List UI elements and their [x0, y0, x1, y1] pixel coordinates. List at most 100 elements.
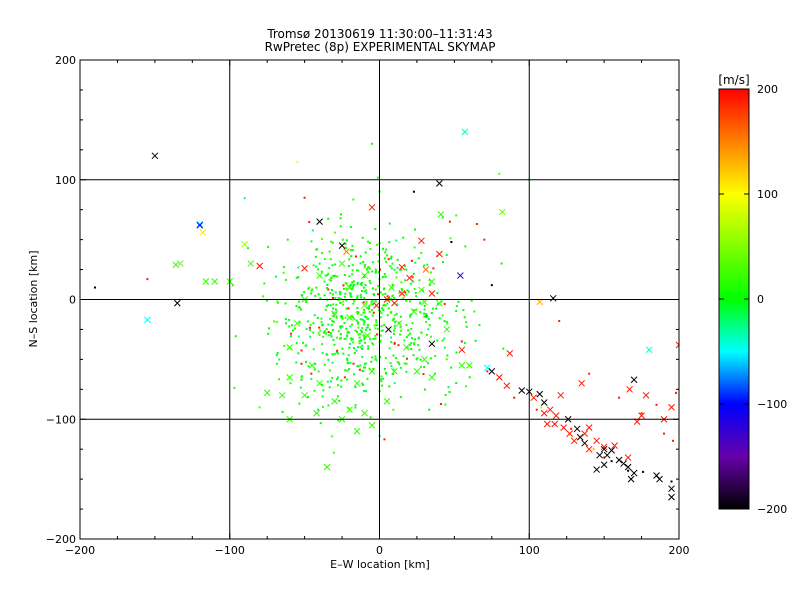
- data-point-x-stroke: [286, 373, 294, 381]
- data-point-x: [422, 266, 430, 273]
- data-point-dot: [455, 305, 458, 308]
- data-point-dot: [465, 325, 468, 328]
- data-point-dot: [310, 240, 313, 243]
- data-point-x: [346, 284, 353, 291]
- data-point-dot: [363, 308, 366, 311]
- data-point-dot: [325, 328, 328, 331]
- data-point-x-stroke: [286, 344, 294, 351]
- data-point-dot: [463, 316, 466, 319]
- data-point-dot: [433, 372, 436, 375]
- data-point-x: [151, 152, 159, 160]
- data-point-dot: [335, 351, 338, 354]
- data-point-dot: [431, 307, 434, 310]
- data-point-dot: [430, 312, 433, 315]
- data-point-dot: [349, 325, 352, 328]
- data-point-dot: [321, 383, 324, 386]
- data-point-dot: [371, 309, 374, 312]
- data-point-dot: [356, 306, 359, 309]
- data-point-x-stroke: [293, 320, 301, 327]
- data-point-dot: [387, 258, 390, 261]
- data-point-dot: [627, 469, 630, 472]
- data-point-dot: [384, 357, 387, 360]
- data-point-dot: [362, 319, 365, 322]
- data-point-x-stroke: [653, 472, 660, 479]
- data-point-dot: [540, 406, 543, 409]
- data-point-dot: [337, 296, 340, 299]
- data-point-dot: [318, 333, 321, 336]
- data-point-dot: [328, 334, 331, 337]
- data-point-dot: [350, 255, 353, 258]
- data-point-dot: [391, 295, 394, 298]
- data-point-x-stroke: [498, 208, 506, 216]
- data-point-dot: [339, 225, 342, 228]
- data-point-x: [668, 403, 675, 411]
- data-point-dot: [444, 394, 447, 397]
- data-point-x-stroke: [437, 211, 445, 218]
- data-point-dot: [374, 288, 377, 291]
- data-point-dot: [278, 358, 281, 361]
- data-point-dot: [340, 316, 343, 319]
- data-point-dot: [383, 273, 386, 276]
- data-point-dot: [445, 358, 448, 361]
- data-point-x-stroke: [331, 310, 338, 318]
- data-point-dot: [381, 307, 384, 310]
- data-point-dot: [344, 242, 347, 245]
- data-point-dot: [380, 378, 383, 381]
- data-point-dot: [355, 311, 358, 314]
- data-point-x-stroke: [600, 461, 608, 469]
- data-point-dot: [315, 248, 318, 251]
- data-point-x: [368, 203, 376, 211]
- data-point-x-stroke: [675, 344, 679, 349]
- data-point-dot: [295, 361, 298, 364]
- data-point-dot: [392, 408, 395, 411]
- data-point-dot: [350, 295, 353, 298]
- data-point-x-stroke: [391, 299, 398, 307]
- data-point-dot: [365, 267, 368, 270]
- data-point-x-stroke: [316, 272, 323, 279]
- data-point-dot: [340, 385, 343, 388]
- data-point-dot: [356, 297, 359, 300]
- data-point-dot: [328, 267, 331, 270]
- data-point-dot: [374, 271, 377, 274]
- data-point-dot: [367, 270, 370, 273]
- data-point-dot: [344, 337, 347, 340]
- data-point-dot: [351, 269, 354, 272]
- data-point-dot: [368, 306, 371, 309]
- data-point-x-stroke: [530, 394, 538, 402]
- data-point-dot: [356, 312, 359, 315]
- data-point-dot: [374, 270, 377, 273]
- data-point-dot: [367, 307, 370, 310]
- data-point-dot: [332, 338, 335, 341]
- data-point-dot: [363, 276, 366, 279]
- data-point-dot: [331, 435, 334, 438]
- data-point-dot: [365, 326, 368, 329]
- data-point-dot: [327, 272, 330, 275]
- data-point-dot: [312, 348, 315, 351]
- data-point-dot: [305, 328, 308, 331]
- data-point-x: [668, 485, 675, 493]
- data-point-dot: [359, 282, 362, 285]
- data-point-dot: [309, 335, 312, 338]
- data-point-dot: [405, 357, 408, 360]
- data-point-x: [176, 260, 184, 267]
- data-point-x-stroke: [388, 284, 395, 291]
- data-point-x-stroke: [620, 460, 627, 467]
- data-point-x-stroke: [343, 248, 350, 255]
- data-point-dot: [300, 376, 303, 379]
- data-point-dot: [426, 263, 429, 266]
- data-point-dot: [336, 336, 339, 339]
- data-point-x: [630, 376, 638, 384]
- data-point-dot: [356, 283, 359, 286]
- data-point-dot: [323, 280, 326, 283]
- data-point-dot: [330, 380, 333, 383]
- data-point-dot: [371, 303, 374, 306]
- data-point-dot: [276, 300, 279, 303]
- data-point-dot: [258, 406, 261, 409]
- data-point-dot: [413, 288, 416, 291]
- data-point-dot: [427, 328, 430, 331]
- data-point-x-stroke: [549, 294, 557, 302]
- data-point-x-stroke: [503, 382, 511, 390]
- data-point-dot: [330, 288, 333, 291]
- data-point-dot: [234, 335, 237, 338]
- data-point-dot: [323, 294, 326, 297]
